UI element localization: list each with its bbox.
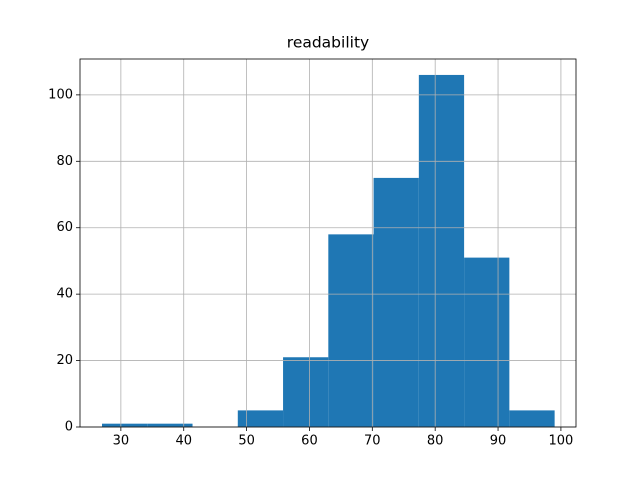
x-tick-label: 70 (364, 434, 381, 449)
bar (464, 257, 510, 427)
x-tick-label: 30 (113, 434, 130, 449)
x-tick-label: 80 (427, 434, 444, 449)
bar (328, 234, 374, 427)
bar (147, 423, 193, 427)
x-tick-label: 100 (548, 434, 573, 449)
y-tick-label: 60 (56, 220, 73, 235)
chart-title: readability (287, 34, 369, 52)
bar (237, 410, 284, 427)
bar (418, 74, 465, 428)
bar (283, 357, 329, 427)
y-tick-label: 0 (65, 420, 73, 435)
y-tick-label: 100 (48, 87, 73, 102)
y-tick-label: 20 (56, 353, 73, 368)
x-tick-label: 40 (175, 434, 192, 449)
plot-frame (79, 58, 577, 428)
bar (509, 410, 555, 427)
x-tick-label: 50 (238, 434, 255, 449)
x-tick-label: 60 (301, 434, 318, 449)
bar (102, 423, 148, 427)
x-tick-label: 90 (490, 434, 507, 449)
y-tick-label: 80 (56, 154, 73, 169)
y-tick-label: 40 (56, 287, 73, 302)
bar (373, 177, 419, 427)
